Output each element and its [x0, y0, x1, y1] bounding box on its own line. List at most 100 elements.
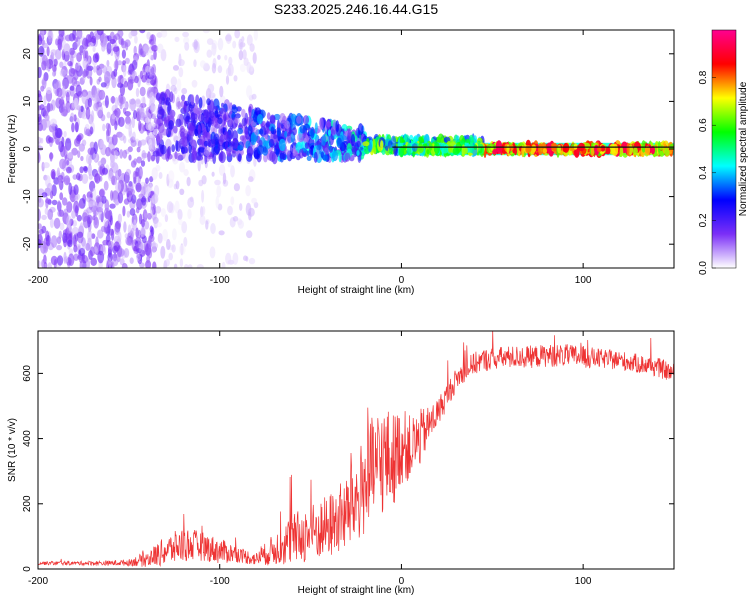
- heatmap-cell: [71, 147, 78, 156]
- heatmap-cell: [186, 176, 191, 187]
- heatmap-cell: [225, 34, 232, 42]
- heatmap-cell: [38, 194, 42, 204]
- heatmap-cell: [217, 65, 223, 74]
- heatmap-cell: [626, 142, 630, 156]
- heatmap-cell: [215, 195, 220, 209]
- heatmap-cell: [148, 100, 155, 111]
- heatmap-cell: [176, 101, 181, 108]
- heatmap-cell: [182, 31, 190, 38]
- heatmap-cell: [284, 130, 288, 138]
- heatmap-cell: [178, 67, 184, 78]
- heatmap-cell: [109, 215, 113, 226]
- heatmap-cell: [110, 96, 116, 104]
- heatmap-cell: [63, 131, 67, 138]
- heatmap-cell: [56, 244, 63, 251]
- heatmap-cell: [342, 135, 347, 141]
- heatmap-cell: [234, 30, 241, 39]
- heatmap-cell: [129, 98, 136, 105]
- heatmap-cell: [92, 187, 97, 201]
- heatmap-cell: [76, 30, 83, 40]
- heatmap-cell: [42, 54, 48, 66]
- heatmap-cell: [56, 167, 61, 177]
- heatmap-cell: [245, 185, 251, 197]
- heatmap-cell: [266, 112, 271, 120]
- heatmap-cell: [141, 96, 146, 104]
- snr-plot-area: [38, 331, 674, 569]
- heatmap-cell: [114, 198, 119, 206]
- heatmap-cell: [65, 91, 70, 104]
- heatmap-cell: [107, 240, 114, 250]
- heatmap-cell: [72, 174, 78, 180]
- heatmap-cell: [135, 182, 142, 193]
- heatmap-cell: [641, 140, 646, 153]
- heatmap-cell: [41, 192, 48, 198]
- heatmap-cell: [399, 136, 404, 145]
- heatmap-cell: [85, 128, 91, 137]
- heatmap-cell: [38, 228, 44, 235]
- heatmap-cell: [102, 167, 108, 175]
- heatmap-cell: [165, 97, 171, 106]
- heatmap-cell: [99, 139, 105, 149]
- heatmap-cell: [147, 151, 151, 163]
- heatmap-cell: [188, 125, 196, 131]
- heatmap-cell: [102, 123, 106, 132]
- heatmap-cell: [205, 220, 209, 230]
- colorbar-tick-label: 0.8: [698, 70, 709, 84]
- colorbar-tick-label: 0.0: [698, 261, 709, 275]
- heatmap-cell: [217, 117, 223, 125]
- heatmap-cell: [82, 37, 89, 50]
- heatmap-cell: [203, 62, 210, 70]
- heatmap-cell: [86, 214, 93, 225]
- heatmap-cell: [139, 86, 146, 97]
- heatmap-cell: [118, 248, 125, 257]
- colorbar-tick-label: 0.6: [698, 118, 709, 132]
- spectrogram-y-axis-label: Frequency (Hz): [7, 115, 18, 184]
- heatmap-cell: [82, 260, 87, 268]
- heatmap-cell: [356, 150, 360, 156]
- heatmap-cell: [214, 179, 221, 186]
- heatmap-cell: [59, 69, 67, 77]
- heatmap-cell: [178, 244, 186, 255]
- heatmap-cell: [214, 109, 218, 119]
- heatmap-cell: [239, 203, 243, 211]
- heatmap-cell: [94, 215, 98, 226]
- heatmap-cell: [45, 198, 52, 204]
- y-tick-label: 400: [22, 430, 33, 447]
- heatmap-cell: [50, 235, 58, 248]
- heatmap-cell: [132, 131, 136, 141]
- heatmap-cell: [124, 111, 131, 117]
- heatmap-cell: [198, 147, 206, 153]
- heatmap-cell: [180, 146, 188, 154]
- heatmap-cell: [278, 138, 286, 151]
- heatmap-cell: [45, 234, 51, 247]
- heatmap-cell: [73, 184, 79, 195]
- heatmap-cell: [41, 214, 47, 221]
- heatmap-cell: [149, 91, 155, 102]
- heatmap-cell: [73, 253, 79, 261]
- heatmap-cell: [125, 168, 132, 176]
- x-tick-label: -100: [210, 275, 230, 286]
- heatmap-cell: [108, 258, 112, 268]
- x-tick-label: -100: [210, 576, 230, 587]
- heatmap-cell: [133, 158, 138, 166]
- heatmap-cell: [181, 87, 188, 95]
- heatmap-cell: [166, 238, 171, 251]
- heatmap-cell: [49, 152, 53, 162]
- heatmap-cell: [124, 80, 128, 88]
- heatmap-cell: [174, 200, 180, 214]
- heatmap-cell: [104, 71, 111, 84]
- heatmap-cell: [122, 102, 129, 109]
- heatmap-cell: [50, 255, 58, 266]
- heatmap-cell: [134, 75, 139, 84]
- x-tick-label: -200: [28, 576, 48, 587]
- heatmap-cell: [47, 103, 54, 112]
- heatmap-cell: [88, 42, 94, 48]
- heatmap-cell: [178, 59, 185, 67]
- heatmap-cell: [189, 139, 197, 147]
- heatmap-cell: [362, 141, 370, 147]
- heatmap-cell: [156, 43, 164, 54]
- heatmap-cell: [82, 70, 87, 78]
- heatmap-cell: [316, 144, 322, 151]
